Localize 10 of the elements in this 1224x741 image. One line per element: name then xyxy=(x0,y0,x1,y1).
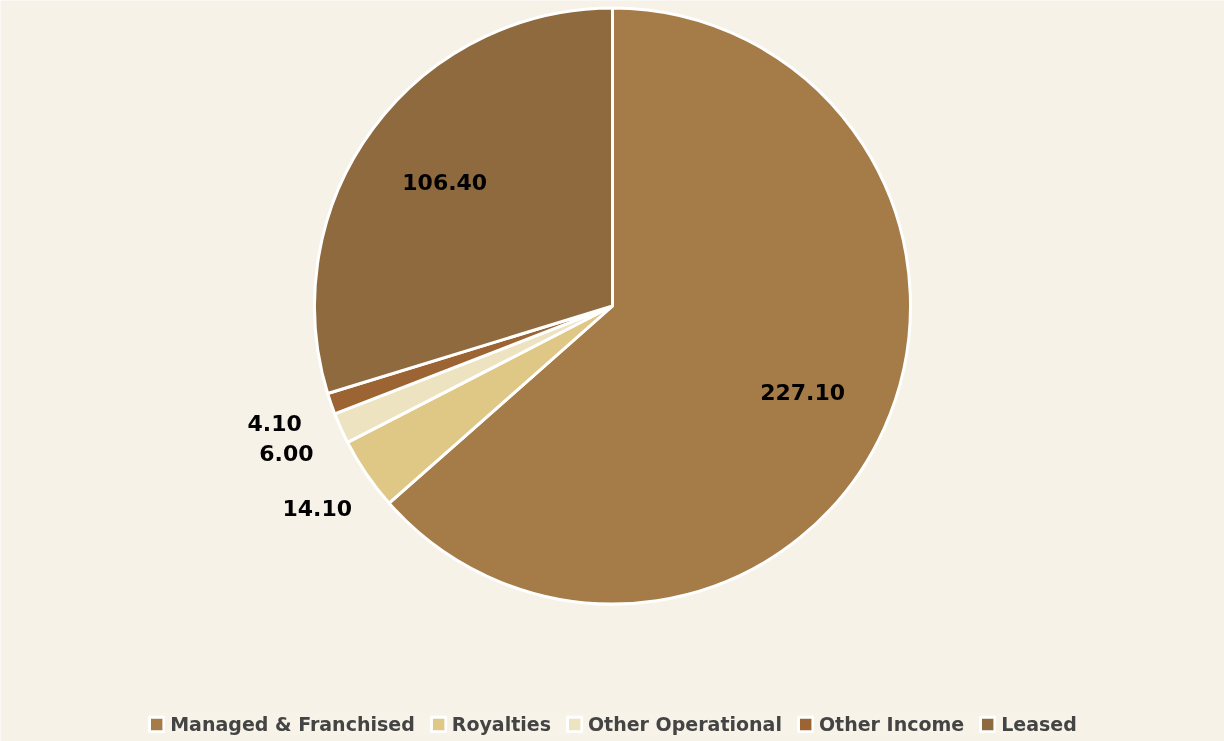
legend-label: Other Income xyxy=(818,713,965,735)
legend-label: Royalties xyxy=(451,713,551,735)
legend-label: Managed & Franchised xyxy=(170,713,415,735)
data-label: 106.40 xyxy=(402,170,488,196)
data-label: 6.00 xyxy=(259,440,314,466)
data-label: 14.10 xyxy=(282,495,353,521)
legend-label: Leased xyxy=(1001,713,1077,735)
data-label: 227.10 xyxy=(760,379,846,405)
data-label: 4.10 xyxy=(247,411,302,437)
legend-label: Other Operational xyxy=(587,713,782,735)
